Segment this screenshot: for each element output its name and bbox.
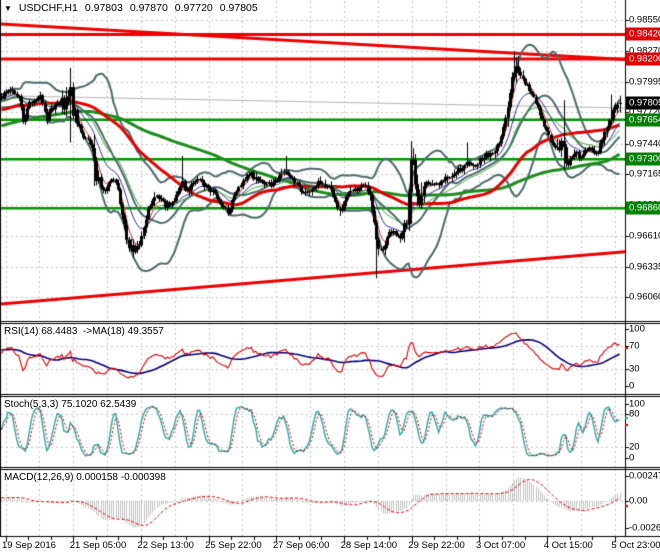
- stoch-scale-label: 80: [629, 408, 640, 420]
- rsi-scale-label: 70: [629, 340, 640, 352]
- price-axis-label: 0.97995: [629, 76, 660, 88]
- time-axis-label: 19 Sep 2016: [2, 540, 56, 551]
- price-axis-label: 0.97720: [629, 107, 660, 118]
- macd-indicator-label: MACD(12,26,9) 0.000158 -0.000398: [4, 472, 166, 483]
- price-level-badge: 0.96860: [626, 201, 660, 215]
- time-axis-label: 28 Sep 14:00: [340, 540, 398, 551]
- stoch-scale-label: 20: [629, 441, 640, 453]
- time-axis-label: 22 Sep 13:00: [137, 540, 194, 551]
- ohlc-close-value: 0.97805: [219, 2, 258, 14]
- time-axis-label: 25 Sep 22:00: [205, 540, 262, 551]
- stoch-scale-label: 100: [629, 398, 645, 409]
- price-axis-label: 0.96060: [629, 291, 660, 303]
- price-level-badge: 0.98420: [626, 27, 660, 41]
- symbol-dropdown-icon[interactable]: ▼: [4, 3, 12, 13]
- price-axis-label: 0.96610: [629, 230, 660, 242]
- price-axis-label: 0.98550: [629, 14, 660, 26]
- rsi-indicator-label: RSI(14) 68.4483 ->MA(18) 49.3557: [4, 326, 164, 337]
- macd-scale-label: 0.002474: [629, 470, 660, 482]
- price-level-badge: 0.97654: [626, 113, 660, 127]
- chart-title-bar: ▼ USDCHF,H1 0.97803 0.97870 0.97720 0.97…: [4, 2, 258, 14]
- time-axis-label: 21 Sep 05:00: [69, 540, 127, 551]
- time-axis-label: 29 Sep 22:00: [408, 540, 465, 551]
- current-price-badge: 0.97805: [626, 96, 660, 110]
- ohlc-high-value: 0.97870: [129, 2, 168, 14]
- price-level-badge: 0.98200: [626, 52, 660, 66]
- rsi-scale-label: 0: [629, 380, 635, 392]
- price-axis-label: 0.98270: [629, 45, 660, 57]
- time-axis-label: 3 Oct 07:00: [475, 540, 526, 551]
- symbol-timeframe-label: USDCHF,H1: [18, 2, 78, 14]
- price-level-badge: 0.97300: [626, 152, 660, 166]
- stoch-scale-label: 0: [629, 452, 635, 464]
- time-axis[interactable]: 19 Sep 2016 21 Sep 05:00 22 Sep 13:00 25 Se…: [0, 537, 660, 560]
- stoch-indicator-label: Stoch(5,3,3) 75.1020 62.5439: [4, 399, 137, 410]
- time-axis-label: 27 Sep 06:00: [272, 540, 330, 551]
- ohlc-open-value: 0.97803: [84, 2, 123, 14]
- macd-scale-label: 0.00: [629, 495, 648, 507]
- price-axis-label: 0.96335: [629, 261, 660, 273]
- time-axis-label: 5 Oct 23:00: [611, 540, 660, 551]
- price-axis-label: 0.97440: [629, 138, 660, 150]
- price-axis-label: 0.97165: [629, 168, 660, 180]
- macd-scale-label: -0.002679: [629, 522, 660, 534]
- rsi-scale-label: 30: [629, 363, 640, 375]
- rsi-scale-label: 100: [629, 323, 645, 335]
- time-axis-label: 4 Oct 15:00: [543, 540, 593, 551]
- price-axis[interactable]: 0.98550 0.98270 0.97995 0.97720 0.97440 0.971…: [625, 0, 660, 537]
- ohlc-low-value: 0.97720: [174, 2, 213, 14]
